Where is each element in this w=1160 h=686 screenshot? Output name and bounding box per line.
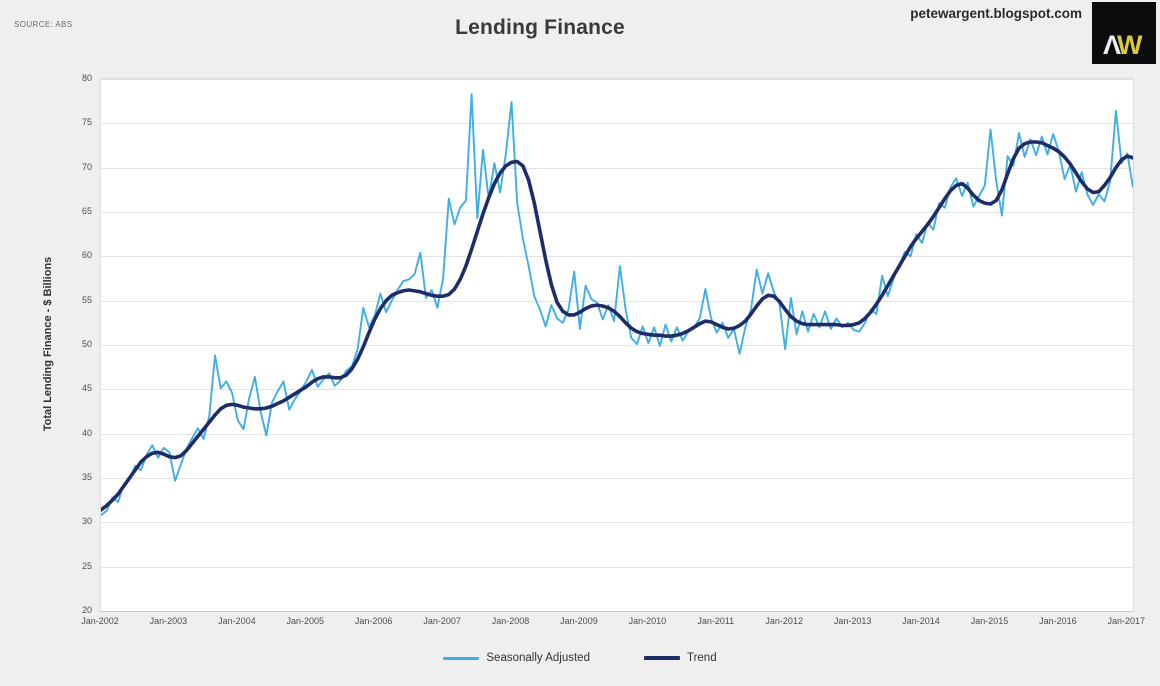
gridline-y-30 [101, 522, 1133, 524]
y-tick-label: 55 [81, 294, 92, 305]
x-tick-label: Jan-2007 [423, 616, 461, 626]
x-tick-label: Jan-2008 [491, 616, 530, 626]
gridline-y-60 [101, 256, 1133, 258]
line-chart [101, 93, 1133, 517]
y-tick-label: 30 [81, 516, 92, 527]
y-tick-label: 65 [81, 206, 92, 216]
plot-area [100, 78, 1134, 612]
x-tick-label: Jan-2011 [697, 616, 735, 626]
legend-item-trend: Trend [643, 652, 717, 664]
chart-legend: Seasonally Adjusted Trend [0, 652, 1160, 664]
watermark-url: petewargent.blogspot.com [910, 6, 1082, 21]
y-tick-label: 35 [81, 472, 92, 482]
y-tick-label: 75 [81, 117, 92, 128]
source-note: SOURCE: ABS [14, 20, 73, 29]
gridline-y-75 [101, 123, 1133, 125]
page-title: Lending Finance [455, 16, 625, 39]
x-tick-label: Jan-2014 [902, 616, 940, 626]
x-tick-label: Jan-2010 [628, 616, 667, 626]
y-axis-title: Total Lending Finance - $ Billions [42, 256, 54, 432]
series-line-trend [101, 140, 1133, 512]
gridline-y-80 [101, 79, 1133, 80]
gridline-y-45 [101, 389, 1133, 391]
x-tick-label: Jan-2015 [970, 616, 1009, 626]
legend-item-seasonally-adjusted: Seasonally Adjusted [443, 652, 590, 664]
x-tick-label: Jan-2009 [560, 616, 598, 626]
x-tick-label: Jan-2005 [286, 616, 325, 626]
x-tick-label: Jan-2017 [1107, 616, 1146, 626]
aw-logo: Λ W [1092, 2, 1156, 64]
gridline-y-25 [101, 566, 1133, 568]
x-tick-label: Jan-2016 [1039, 616, 1077, 626]
logo-letter-a: Λ [1103, 30, 1122, 60]
legend-label: Seasonally Adjusted [486, 652, 590, 664]
legend-line-swatch [443, 656, 480, 660]
gridline-y-35 [101, 478, 1133, 479]
x-tick-label: Jan-2002 [81, 616, 119, 626]
y-tick-label: 45 [81, 383, 92, 394]
logo-letter-w: W [1117, 30, 1143, 60]
gridline-y-70 [101, 167, 1133, 169]
x-tick-label: Jan-2013 [833, 616, 872, 626]
y-tick-label: 80 [81, 73, 92, 83]
gridline-y-65 [101, 212, 1133, 213]
x-tick-label: Jan-2003 [149, 616, 188, 626]
x-tick-label: Jan-2004 [218, 616, 256, 626]
y-tick-label: 20 [81, 605, 92, 615]
legend-line-swatch [643, 656, 680, 660]
gridline-y-50 [101, 345, 1133, 346]
y-tick-label: 70 [81, 161, 92, 172]
legend-label: Trend [686, 652, 717, 664]
gridline-y-40 [101, 433, 1133, 435]
x-tick-label: Jan-2012 [765, 616, 803, 626]
gridline-y-20 [101, 611, 1133, 612]
y-tick-label: 40 [81, 427, 92, 438]
y-tick-label: 60 [81, 250, 92, 261]
series-line-seasonally-adjusted [101, 93, 1133, 517]
y-tick-label: 50 [81, 339, 92, 349]
x-tick-label: Jan-2006 [354, 616, 393, 626]
y-tick-label: 25 [81, 560, 92, 571]
